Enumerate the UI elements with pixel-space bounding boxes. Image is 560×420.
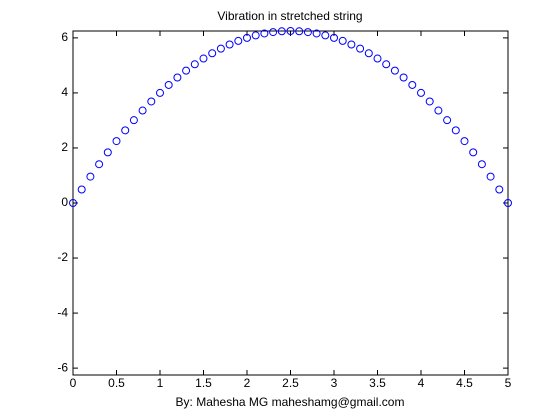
marker (443, 116, 452, 125)
marker (77, 185, 86, 194)
marker (434, 106, 443, 115)
marker (251, 31, 260, 40)
marker (138, 106, 147, 115)
marker (382, 60, 391, 69)
x-tick-label: 0 (70, 376, 77, 390)
marker (460, 137, 469, 146)
x-tick-label: 4.5 (456, 376, 473, 390)
marker (477, 160, 486, 169)
marker (269, 28, 278, 37)
x-tick-label: 4 (418, 376, 425, 390)
x-tick-label: 2 (244, 376, 251, 390)
marker (495, 185, 504, 194)
marker (147, 97, 156, 106)
x-tick-label: 1.5 (195, 376, 212, 390)
marker (338, 36, 347, 45)
marker (390, 66, 399, 75)
marker (451, 126, 460, 135)
y-tick-label: -4 (57, 305, 68, 319)
y-tick-label: 2 (61, 140, 68, 154)
marker (225, 40, 234, 49)
y-tick-label: 4 (61, 85, 68, 99)
marker (156, 88, 164, 97)
y-tick-label: 6 (61, 30, 68, 44)
marker (286, 27, 295, 35)
marker (95, 160, 104, 169)
marker (234, 36, 243, 45)
marker (373, 54, 382, 63)
y-tick-label: 0 (61, 195, 68, 209)
x-tick-label: 3.5 (369, 376, 386, 390)
marker (486, 172, 495, 181)
plot-box (72, 30, 509, 376)
marker (469, 148, 478, 157)
marker (408, 80, 417, 89)
marker (112, 137, 121, 146)
x-tick-label: 2.5 (282, 376, 299, 390)
x-tick-label: 3 (331, 376, 338, 390)
marker (243, 33, 251, 42)
x-tick-label: 0.5 (108, 376, 125, 390)
marker (216, 44, 225, 53)
marker (364, 49, 373, 58)
marker (173, 73, 182, 82)
marker (69, 199, 77, 207)
marker (399, 73, 408, 82)
marker (208, 49, 217, 58)
marker (417, 88, 425, 97)
marker (260, 29, 269, 38)
chart-title: Vibration in stretched string (217, 9, 362, 23)
y-tick-label: -2 (57, 250, 68, 264)
marker (303, 28, 312, 37)
y-tick-label: -6 (57, 360, 68, 374)
marker (504, 199, 512, 207)
marker (121, 126, 130, 135)
marker (182, 66, 191, 75)
marker (103, 148, 112, 157)
x-tick-label: 5 (505, 376, 512, 390)
x-tick-label: 1 (157, 376, 164, 390)
marker (199, 54, 208, 63)
marker (190, 60, 199, 69)
marker (164, 80, 173, 89)
marker (321, 31, 330, 40)
marker (312, 29, 321, 38)
marker (86, 172, 95, 181)
marker (356, 44, 365, 53)
marker (347, 40, 356, 49)
marker (129, 116, 138, 125)
marker (277, 27, 286, 36)
marker (295, 27, 304, 36)
marker (425, 97, 434, 106)
marker (330, 33, 338, 42)
x-axis-label: By: Mahesha MG maheshamg@gmail.com (176, 395, 405, 409)
